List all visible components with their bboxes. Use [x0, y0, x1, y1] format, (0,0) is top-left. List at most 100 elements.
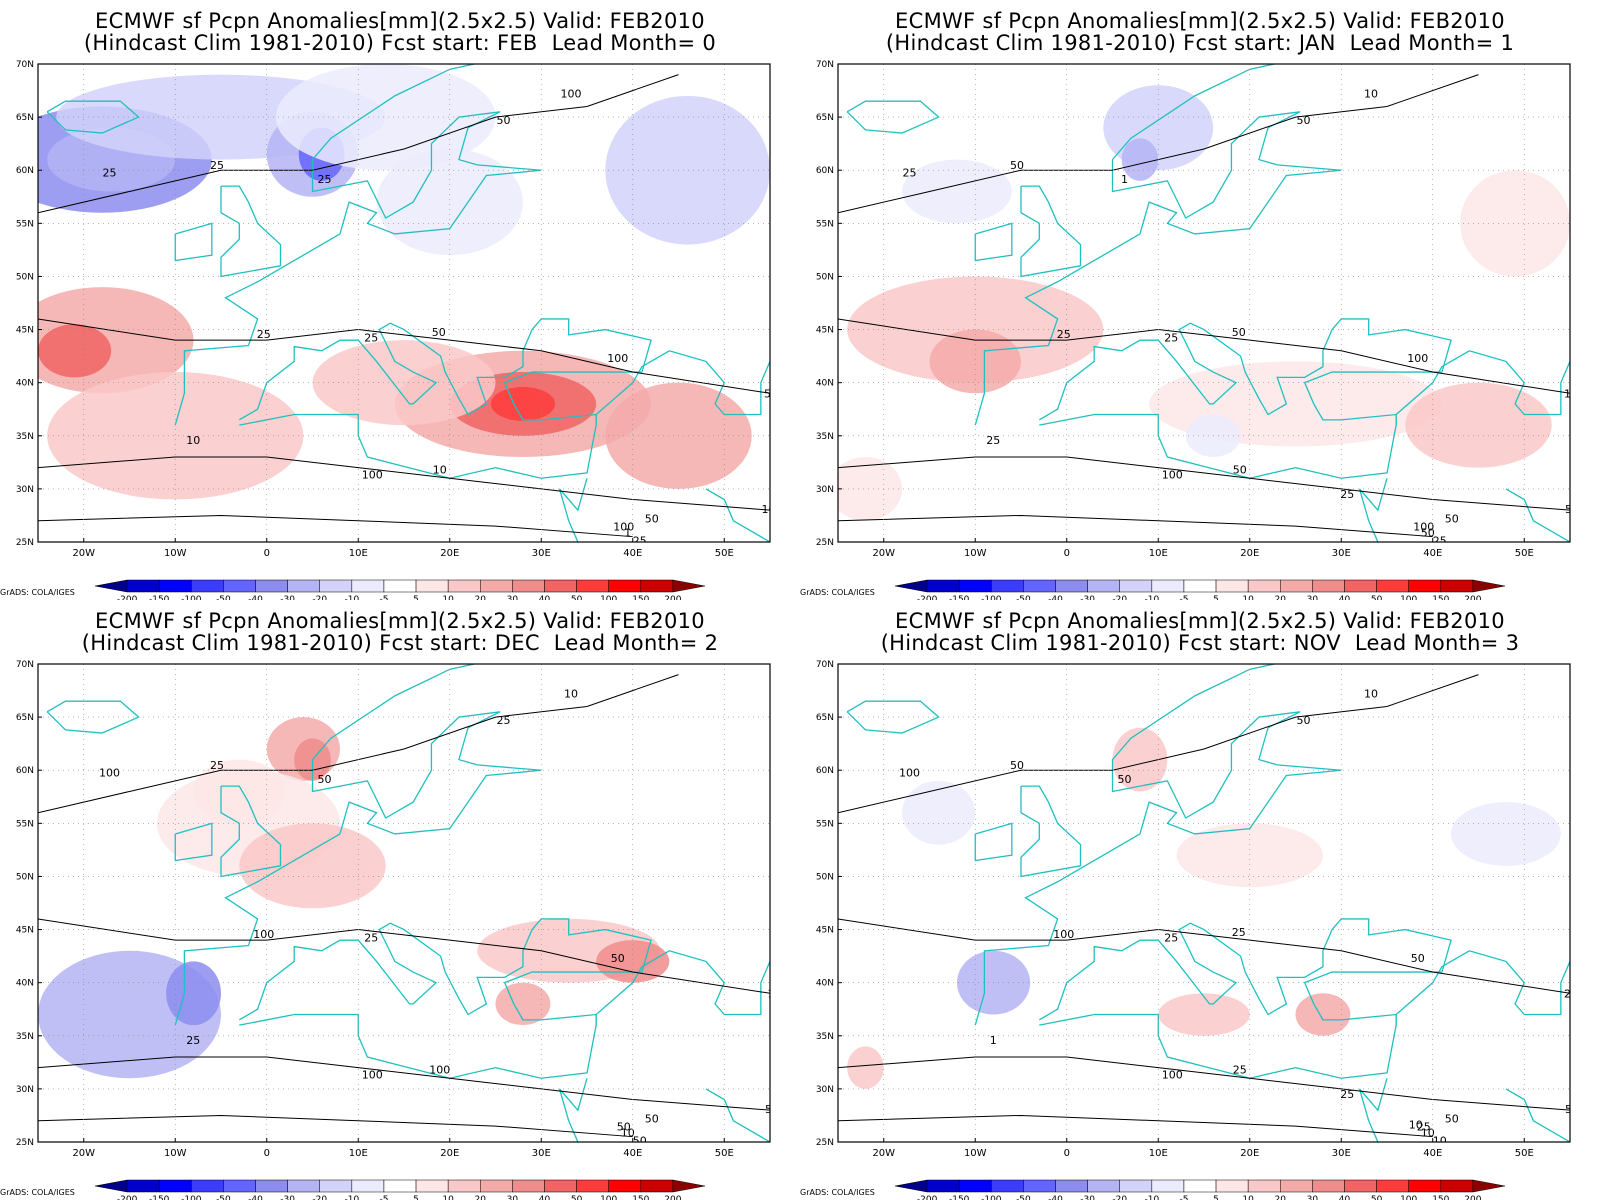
lon-label: 30E: [532, 548, 551, 559]
lat-label: 50N: [16, 872, 34, 882]
colorbar-label: 5: [413, 595, 419, 600]
colorbar-label: -30: [280, 1195, 295, 1200]
colorbar-label: 20: [475, 1195, 487, 1200]
colorbar-label: -200: [917, 1195, 938, 1200]
colorbar-label: 40: [539, 1195, 551, 1200]
lat-label: 60N: [16, 766, 34, 776]
lat-label: 50N: [816, 872, 834, 882]
colorbar-swatch: [544, 1179, 577, 1193]
anomaly-area: [38, 324, 112, 378]
colorbar-swatch: [1376, 1179, 1409, 1193]
colorbar-swatch: [640, 1179, 674, 1193]
anomaly-area: [1460, 170, 1570, 277]
colorbar-label: -50: [216, 595, 231, 600]
colorbar-swatch: [1055, 579, 1088, 593]
colorbar-label: 200: [664, 1195, 681, 1200]
colorbar-label: -50: [216, 1195, 231, 1200]
contour-label: 100: [99, 766, 120, 779]
colorbar-label: 50: [571, 595, 583, 600]
contour-label: 100: [1162, 1069, 1183, 1082]
colorbar-swatch: [255, 579, 288, 593]
contour-label: 50: [1118, 773, 1132, 786]
colorbar-label: -5: [379, 1195, 388, 1200]
contour-label: 25: [1340, 488, 1354, 501]
lon-label: 50E: [715, 548, 734, 559]
coastline: [1038, 918, 1452, 1079]
lat-label: 25N: [816, 538, 834, 548]
gridlines: [838, 664, 1570, 1142]
colorbar-label: -150: [149, 595, 170, 600]
colorbar-label: -10: [1144, 595, 1159, 600]
colorbar-swatch: [608, 1179, 642, 1193]
lat-label: 30N: [816, 485, 834, 495]
lat-label: 45N: [16, 326, 34, 336]
lat-label: 25N: [16, 538, 34, 548]
contour-label: 50: [611, 952, 625, 965]
coastline: [238, 918, 652, 1079]
contour-label: 25: [210, 159, 224, 172]
lat-labels: 70N 65N 60N 55N 50N 45N 40N 35N 30N 25N: [816, 60, 842, 548]
colorbar-label: -40: [1048, 595, 1063, 600]
colorbar-swatch: [958, 1179, 992, 1193]
colorbar-swatch: [319, 579, 353, 593]
colorbar-label: -100: [181, 1195, 202, 1200]
colorbar-swatch: [512, 579, 545, 593]
colorbar-label: -10: [344, 1195, 359, 1200]
panel-title-line2: (Hindcast Clim 1981-2010) Fcst start: NO…: [880, 631, 1520, 655]
grads-credit: GrADS: COLA/IGES: [800, 1188, 875, 1197]
colorbar-label: 50: [1371, 595, 1383, 600]
contour-label: 50: [1411, 952, 1425, 965]
contour-label: 25: [1232, 926, 1246, 939]
colorbar-swatch: [126, 579, 160, 593]
lon-label: 50E: [1515, 548, 1534, 559]
panel-title-line1: ECMWF sf Pcpn Anomalies[mm](2.5x2.5) Val…: [95, 9, 705, 33]
colorbar-label: 10: [1242, 595, 1254, 600]
colorbar-label: -200: [117, 1195, 138, 1200]
coastline: [1020, 185, 1082, 278]
colorbar-swatch: [223, 1179, 256, 1193]
contour-label: 10: [1421, 1127, 1435, 1140]
colorbar-swatch: [383, 1179, 417, 1193]
anomaly-area: [1451, 802, 1561, 866]
lat-label: 40N: [816, 979, 834, 989]
shading-layer: 1001001002550505050502525101025110502525…: [838, 664, 1570, 1142]
contour-label: 50: [497, 114, 511, 127]
coastline: [1395, 950, 1570, 1026]
map-panel-lead-0: ECMWF sf Pcpn Anomalies[mm](2.5x2.5) Val…: [0, 0, 800, 600]
contour-label: 25: [1057, 328, 1071, 341]
contour-label: 100: [429, 1063, 450, 1076]
lon-label: 40E: [1423, 1148, 1442, 1159]
contour-label: 50: [645, 1113, 659, 1126]
colorbar-swatch: [1055, 1179, 1088, 1193]
colorbar-swatch: [1151, 579, 1185, 593]
colorbar-label: -150: [949, 595, 970, 600]
contour-label: 25: [257, 328, 271, 341]
colorbar-swatch: [415, 1179, 449, 1193]
colorbar-swatch: [991, 1179, 1024, 1193]
lat-label: 35N: [816, 432, 834, 442]
clim-contour: [38, 1056, 770, 1111]
coastline: [1505, 488, 1570, 542]
lon-label: 50E: [715, 1148, 734, 1159]
coastline: [595, 950, 770, 1026]
contour-label: 25: [186, 1034, 200, 1047]
colorbar-swatch: [1280, 579, 1313, 593]
colorbar-swatch: [1408, 579, 1442, 593]
lat-label: 40N: [16, 379, 34, 389]
map-background: [838, 664, 1570, 1142]
contour-label: 50: [1421, 527, 1435, 540]
coastline: [238, 318, 652, 479]
lon-label: 30E: [532, 1148, 551, 1159]
coastlines: [46, 64, 770, 542]
panel-title-line2: (Hindcast Clim 1981-2010) Fcst start: JA…: [885, 31, 1515, 55]
contour-label: 50: [645, 513, 659, 526]
colorbar-swatch: [1087, 1179, 1120, 1193]
colorbar-label: -50: [1016, 595, 1031, 600]
colorbar-label: -100: [181, 595, 202, 600]
colorbar-swatch: [1472, 579, 1506, 593]
lon-label: 30E: [1332, 548, 1351, 559]
clim-contour: [838, 456, 1570, 511]
map-frame: [837, 63, 1571, 543]
contour-label: 100: [253, 928, 274, 941]
